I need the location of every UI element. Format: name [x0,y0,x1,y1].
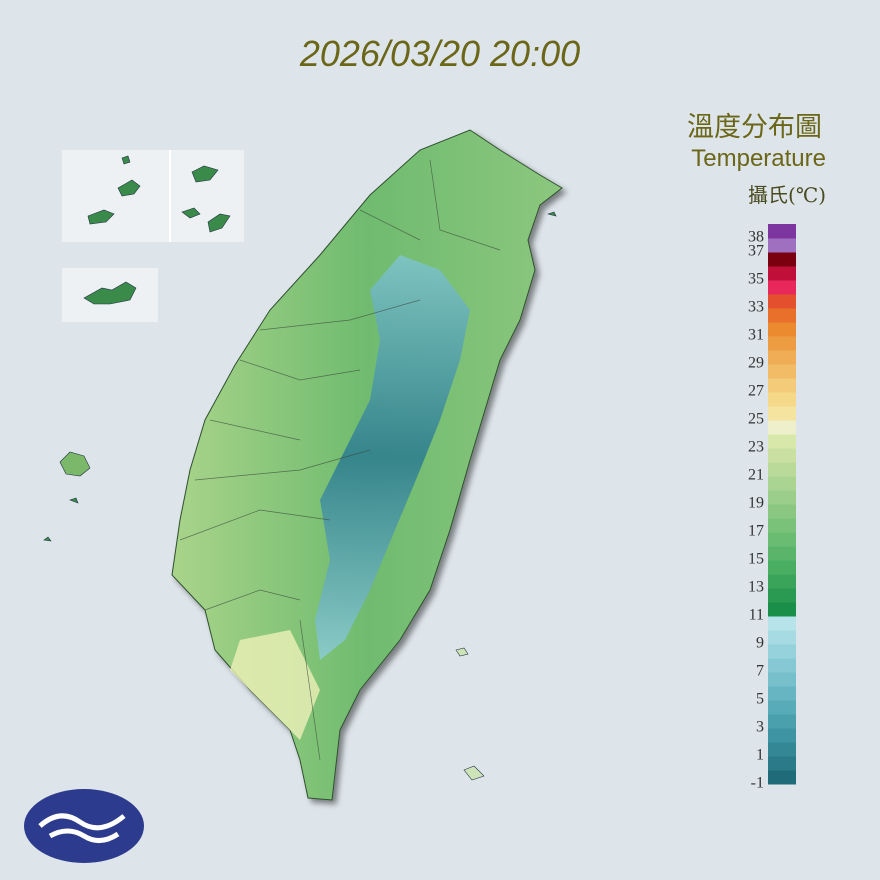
legend-tick-label: 38 [748,229,764,246]
legend-band [768,448,796,463]
county-borders [179,159,501,761]
legend-tick-label: 35 [748,271,764,288]
legend-band [768,322,796,337]
legend-band [768,574,796,589]
legend-tick-label: 27 [748,383,764,400]
legend-band [768,462,796,477]
legend-band [768,490,796,505]
logo-mark [38,813,126,843]
legend-band [768,308,796,323]
legend-band [768,700,796,715]
legend-band [768,532,796,547]
legend-band [768,238,796,253]
legend-tick-label: 31 [748,327,764,344]
mountain-range [315,255,470,660]
legend-band [768,588,796,603]
legend-band [768,392,796,407]
legend-band [768,364,796,379]
legend-tick-label: 19 [748,495,764,512]
legend-band [768,770,796,785]
legend-band [768,602,796,617]
legend-band [768,714,796,729]
legend-band [768,518,796,533]
legend-tick-label: 3 [756,719,764,736]
legend-band [768,294,796,309]
legend-band [768,252,796,267]
legend-tick-label: 17 [748,523,764,540]
legend-band [768,742,796,757]
legend-tick-label: 25 [748,411,764,428]
legend-tick-label: 33 [748,299,764,316]
legend-band [768,630,796,645]
legend-tick-label: 29 [748,355,764,372]
legend-band [768,280,796,295]
legend-band [768,420,796,435]
legend-subtitle: Temperature [691,145,826,172]
legend-tick-label: 11 [749,607,764,624]
legend-band [768,504,796,519]
legend-band [768,546,796,561]
legend-band [768,350,796,365]
legend-band [768,756,796,771]
legend-band [768,336,796,351]
timestamp: 2026/03/20 20:00 [299,33,580,74]
legend-band [768,560,796,575]
legend-band [768,616,796,631]
legend-tick-label: 9 [756,635,764,652]
legend-band [768,434,796,449]
legend-band [768,406,796,421]
legend-tick-label: 1 [756,747,764,764]
legend-band [768,224,796,239]
legend-tick-label: 23 [748,439,764,456]
legend-band [768,728,796,743]
legend-band [768,644,796,659]
legend-band [768,476,796,491]
legend-tick-label: 5 [756,691,764,708]
legend-tick-label: 21 [748,467,764,484]
islands [43,155,557,781]
legend-band [768,686,796,701]
legend-band [768,672,796,687]
legend-tick-label: 15 [748,551,764,568]
legend-band [768,266,796,281]
legend-title: 溫度分布圖 [687,112,822,143]
warm-plain [230,630,320,740]
legend-tick-label: 37 [748,243,764,260]
legend-band [768,378,796,393]
legend-band [768,658,796,673]
legend-unit: 攝氏(℃) [748,183,826,207]
legend-tick-label: 7 [756,663,764,680]
legend-tick-label: -1 [751,775,764,792]
legend-tick-label: 13 [748,579,764,596]
